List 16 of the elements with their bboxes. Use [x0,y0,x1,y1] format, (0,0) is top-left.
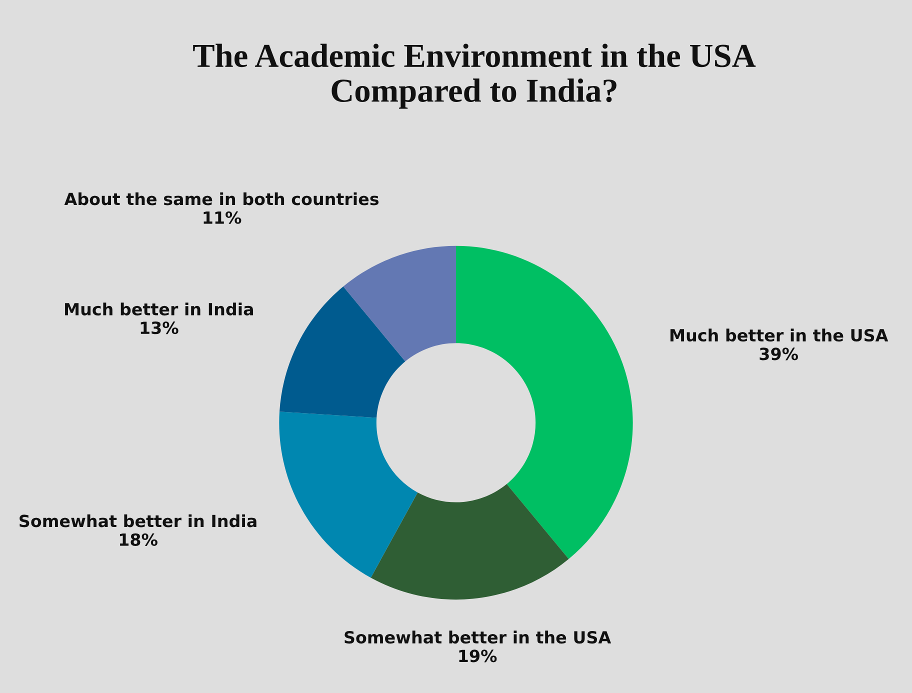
donut-slice [279,412,418,578]
data-label: 13% [140,322,178,334]
data-label: 39% [760,348,798,360]
donut-slice [280,286,406,418]
slice-label: Much better in India [65,302,254,316]
donut-slice [343,246,456,362]
data-label: 11% [204,211,242,224]
chart-title: The Academic Environment in the USA Compared to India? [193,44,756,109]
slice-label: Much better in the USA [670,328,888,342]
slice-label: Somewhat better in India [20,514,256,528]
data-label: 18% [120,533,158,546]
donut-slice [370,484,569,600]
slice-label: Somewhat better in the USA [344,630,612,644]
data-label: 19% [459,650,497,662]
slice-label: About the same in both countries [64,192,379,206]
donut-slice [456,246,633,559]
